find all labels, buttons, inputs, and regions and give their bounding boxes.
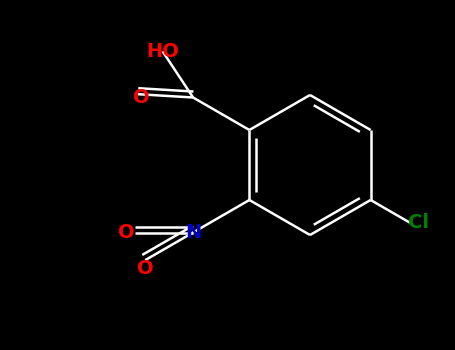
Text: HO: HO bbox=[146, 42, 179, 61]
Text: O: O bbox=[118, 223, 135, 242]
Text: N: N bbox=[185, 223, 201, 242]
Text: Cl: Cl bbox=[408, 213, 429, 232]
Text: O: O bbox=[132, 88, 149, 107]
Text: O: O bbox=[137, 259, 153, 278]
